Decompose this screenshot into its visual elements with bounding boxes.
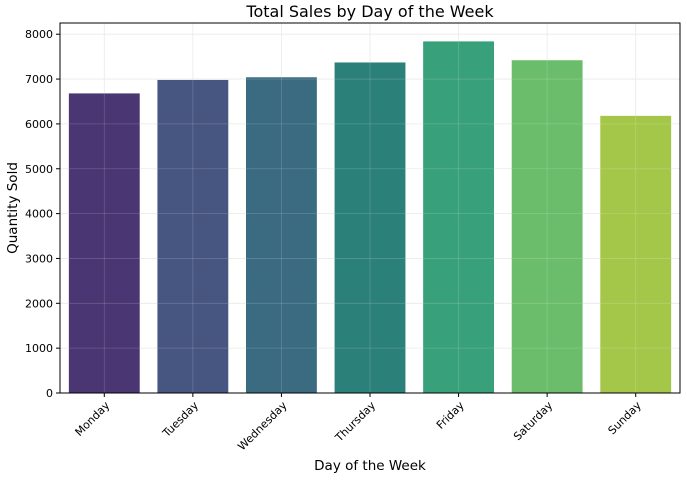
y-tick-label: 4000 [25, 208, 53, 221]
bar-monday [68, 93, 140, 394]
y-tick-label: 8000 [25, 28, 53, 41]
x-tick-label: Sunday [606, 399, 645, 438]
grid-lines-overlay [60, 23, 680, 394]
bar-saturday [511, 60, 583, 393]
bar-sunday [600, 115, 672, 393]
x-tick-label: Tuesday [159, 399, 201, 441]
x-tick-label: Wednesday [235, 399, 290, 454]
y-axis-ticks: 0 1000 2000 3000 4000 5000 6000 7000 8000 [25, 28, 60, 400]
bar-thursday [334, 62, 406, 393]
y-tick-label: 2000 [25, 297, 53, 310]
bar-tuesday [157, 79, 229, 393]
y-tick-label: 1000 [25, 342, 53, 355]
y-tick-label: 3000 [25, 252, 53, 265]
y-tick-label: 7000 [25, 73, 53, 86]
y-tick-label: 6000 [25, 118, 53, 131]
y-tick-label: 0 [46, 387, 53, 400]
y-tick-label: 5000 [25, 163, 53, 176]
x-tick-label: Thursday [332, 399, 378, 445]
x-axis-title: Day of the Week [314, 458, 426, 474]
chart-title: Total Sales by Day of the Week [245, 2, 494, 21]
x-tick-label: Monday [72, 399, 112, 439]
bars [68, 41, 672, 394]
x-tick-label: Friday [434, 399, 467, 432]
bar-friday [423, 41, 494, 393]
bar-wednesday [246, 77, 317, 394]
y-axis-title: Quantity Sold [5, 162, 21, 254]
x-axis-ticks: Monday Tuesday Wednesday Thursday Friday Satu… [72, 393, 644, 453]
x-tick-label: Saturday [511, 399, 556, 444]
